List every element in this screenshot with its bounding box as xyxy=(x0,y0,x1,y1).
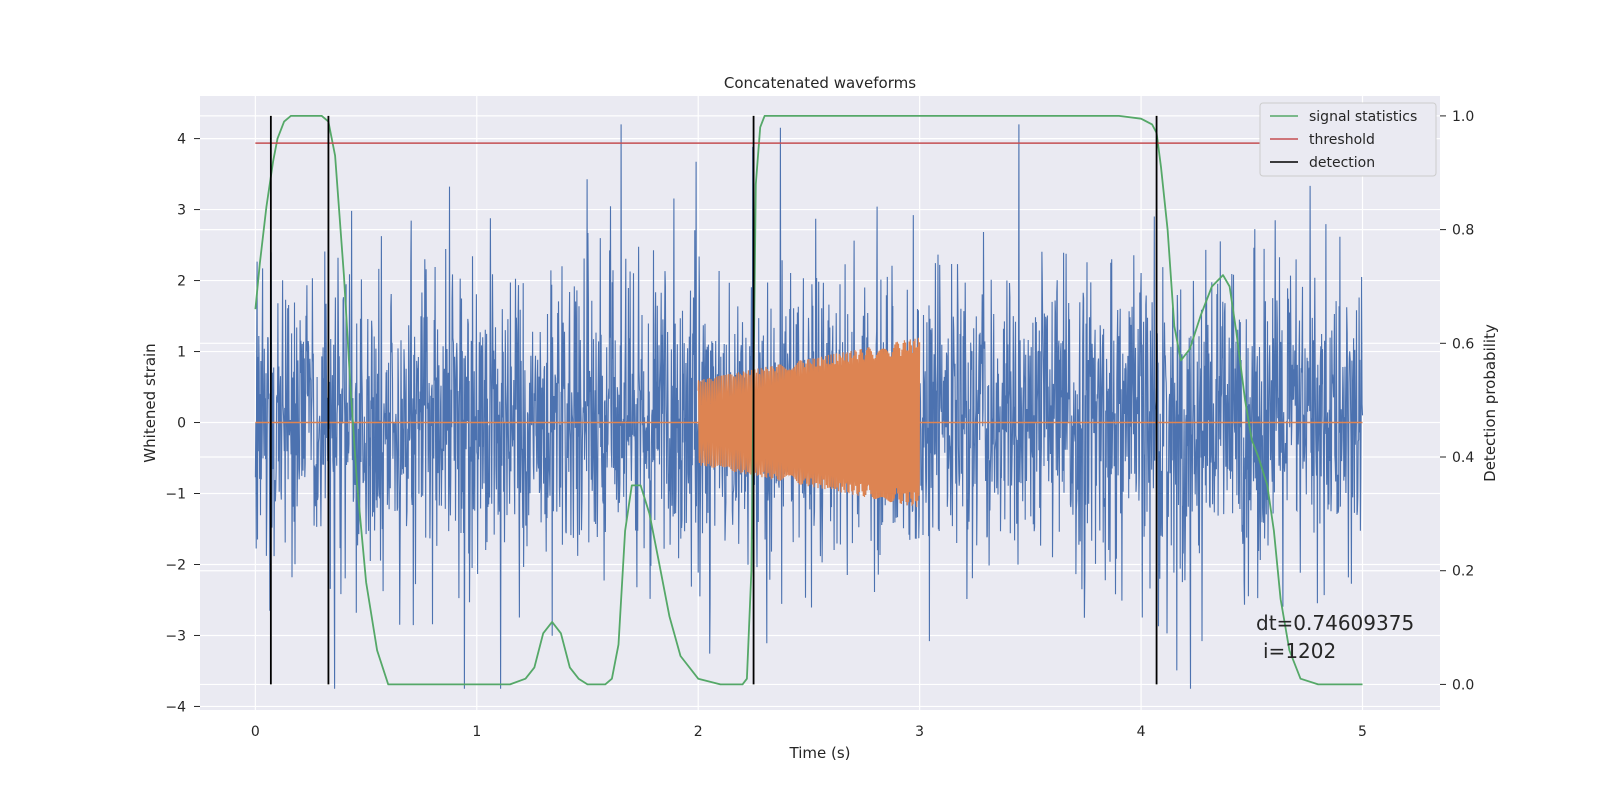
y2-tick-label: 1.0 xyxy=(1452,109,1474,125)
annotation-i: i=1202 xyxy=(1263,639,1336,663)
legend-label-threshold: threshold xyxy=(1309,132,1375,148)
y-tick-label: −1 xyxy=(165,487,186,503)
legend-label-signal-statistics: signal statistics xyxy=(1309,109,1417,125)
y-tick-label: 1 xyxy=(177,345,186,361)
y2-tick-label: 0.2 xyxy=(1452,564,1474,580)
x-tick-label: 2 xyxy=(694,724,703,740)
waveform-chirp-line xyxy=(697,337,921,508)
y2-tick-label: 0.0 xyxy=(1452,677,1474,693)
y-tick-label: 2 xyxy=(177,274,186,290)
x-axis-label: Time (s) xyxy=(789,744,851,762)
y-tick-label: −4 xyxy=(165,699,186,715)
x-tick-label: 0 xyxy=(251,724,260,740)
legend-label-detection: detection xyxy=(1309,155,1375,171)
y2-tick-label: 0.4 xyxy=(1452,450,1474,466)
legend-box xyxy=(1259,102,1437,177)
x-tick-label: 5 xyxy=(1358,724,1367,740)
x-tick-label: 1 xyxy=(472,724,481,740)
signal-statistics-line xyxy=(254,115,1363,686)
y2-tick-label: 0.6 xyxy=(1452,336,1474,352)
chart-title: Concatenated waveforms xyxy=(724,74,916,92)
y-tick-label: 0 xyxy=(177,416,186,432)
x-tick-label: 3 xyxy=(915,724,924,740)
plot-area xyxy=(254,115,1364,689)
left-axis: −4 −3 −2 −1 0 1 2 3 4 xyxy=(165,132,200,715)
y2-tick-label: 0.8 xyxy=(1452,223,1474,239)
x-tick-label: 4 xyxy=(1137,724,1146,740)
right-axis: 0.0 0.2 0.4 0.6 0.8 1.0 xyxy=(1440,109,1474,693)
y-tick-label: −3 xyxy=(165,628,186,644)
y-tick-label: −2 xyxy=(165,557,186,573)
annotation-dt: dt=0.74609375 xyxy=(1256,611,1414,635)
x-axis: 0 1 2 3 4 5 xyxy=(251,724,1367,740)
y-axis-label: Whitened strain xyxy=(141,343,159,462)
y-tick-label: 3 xyxy=(177,203,186,219)
legend: signal statistics threshold detection xyxy=(1259,102,1437,177)
noise-series-line xyxy=(254,124,1364,689)
y2-axis-label: Detection probability xyxy=(1481,324,1499,482)
y-tick-label: 4 xyxy=(177,132,186,148)
